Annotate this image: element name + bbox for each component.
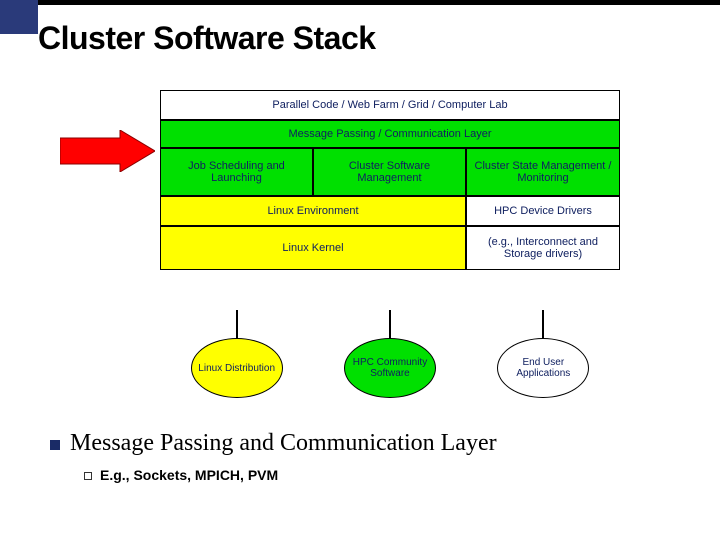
circle-item: Linux Distribution (191, 310, 283, 398)
bullet-square-icon (50, 440, 60, 450)
stack-cell: Parallel Code / Web Farm / Grid / Comput… (160, 90, 620, 120)
stack-row: Message Passing / Communication Layer (160, 120, 620, 148)
stack-cell: Linux Kernel (160, 226, 466, 270)
connector-line (542, 310, 544, 338)
bullet-sub-text: E.g., Sockets, MPICH, PVM (100, 467, 278, 483)
stack-row: Parallel Code / Web Farm / Grid / Comput… (160, 90, 620, 120)
connector-line (389, 310, 391, 338)
stack-cell: Linux Environment (160, 196, 466, 226)
arrow-icon (60, 130, 155, 172)
slide-header (0, 0, 720, 5)
stack-row: Linux Kernel(e.g., Interconnect and Stor… (160, 226, 620, 270)
connector-line (236, 310, 238, 338)
stack-row: Linux EnvironmentHPC Device Drivers (160, 196, 620, 226)
stack-cell: Cluster Software Management (313, 148, 466, 196)
corner-accent-block (0, 0, 38, 34)
stack-cell: HPC Device Drivers (466, 196, 620, 226)
stack-cell: Cluster State Management / Monitoring (466, 148, 620, 196)
bullet-main-text: Message Passing and Communication Layer (70, 430, 497, 457)
bullet-section: Message Passing and Communication Layer … (50, 430, 680, 483)
circle-item: End User Applications (497, 310, 589, 398)
category-oval: Linux Distribution (191, 338, 283, 398)
bullet-hollow-square-icon (84, 472, 92, 480)
circle-item: HPC Community Software (344, 310, 436, 398)
category-circles-row: Linux Distribution HPC Community Software… (160, 310, 620, 398)
stack-cell: Message Passing / Communication Layer (160, 120, 620, 148)
category-oval: HPC Community Software (344, 338, 436, 398)
stack-cell: Job Scheduling and Launching (160, 148, 313, 196)
stack-row: Job Scheduling and LaunchingCluster Soft… (160, 148, 620, 196)
slide-title: Cluster Software Stack (38, 20, 376, 57)
stack-cell: (e.g., Interconnect and Storage drivers) (466, 226, 620, 270)
bullet-level-2: E.g., Sockets, MPICH, PVM (84, 467, 680, 483)
bullet-level-1: Message Passing and Communication Layer (50, 430, 680, 457)
header-rule (0, 0, 720, 5)
category-oval: End User Applications (497, 338, 589, 398)
callout-arrow (60, 130, 155, 177)
stack-diagram: Parallel Code / Web Farm / Grid / Comput… (160, 90, 620, 270)
